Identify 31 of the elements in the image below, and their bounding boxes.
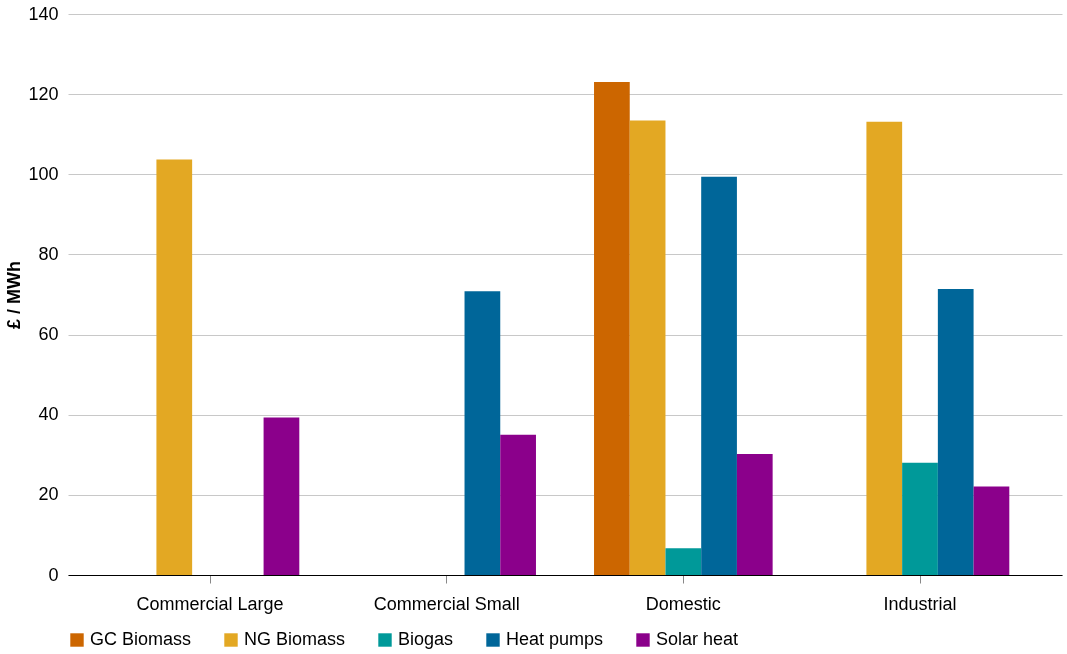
legend-label: NG Biomass: [244, 629, 346, 649]
y-tick-label: 80: [38, 243, 59, 264]
y-tick-label: 20: [38, 484, 59, 505]
bar: [973, 486, 1010, 575]
legend-label: Biogas: [398, 629, 454, 649]
y-tick-label: 120: [28, 83, 59, 104]
bar: [500, 434, 536, 575]
bar: [263, 417, 300, 575]
bar: [866, 121, 903, 575]
bar: [665, 548, 702, 575]
y-tick-label: 40: [38, 404, 59, 425]
legend-label: Solar heat: [656, 629, 739, 649]
legend-label: Heat pumps: [506, 629, 604, 649]
x-tick-label: Industrial: [883, 593, 957, 614]
y-tick-label: 0: [48, 564, 59, 585]
bar: [464, 291, 501, 575]
bar: [629, 120, 666, 575]
bar: [736, 453, 773, 575]
y-axis-title: £ / MWh: [4, 261, 25, 329]
y-tick-label: 60: [38, 324, 59, 345]
x-tick-label: Commercial Large: [136, 593, 284, 614]
bar: [701, 176, 737, 575]
legend-label: GC Biomass: [90, 629, 192, 649]
bar: [594, 82, 630, 575]
x-tick-label: Commercial Small: [373, 593, 520, 614]
y-tick-label: 140: [28, 3, 59, 24]
x-tick-label: Domestic: [645, 593, 721, 614]
y-tick-label: 100: [28, 163, 59, 184]
bar: [937, 288, 974, 575]
bar: [902, 462, 938, 575]
bar: [156, 159, 193, 575]
